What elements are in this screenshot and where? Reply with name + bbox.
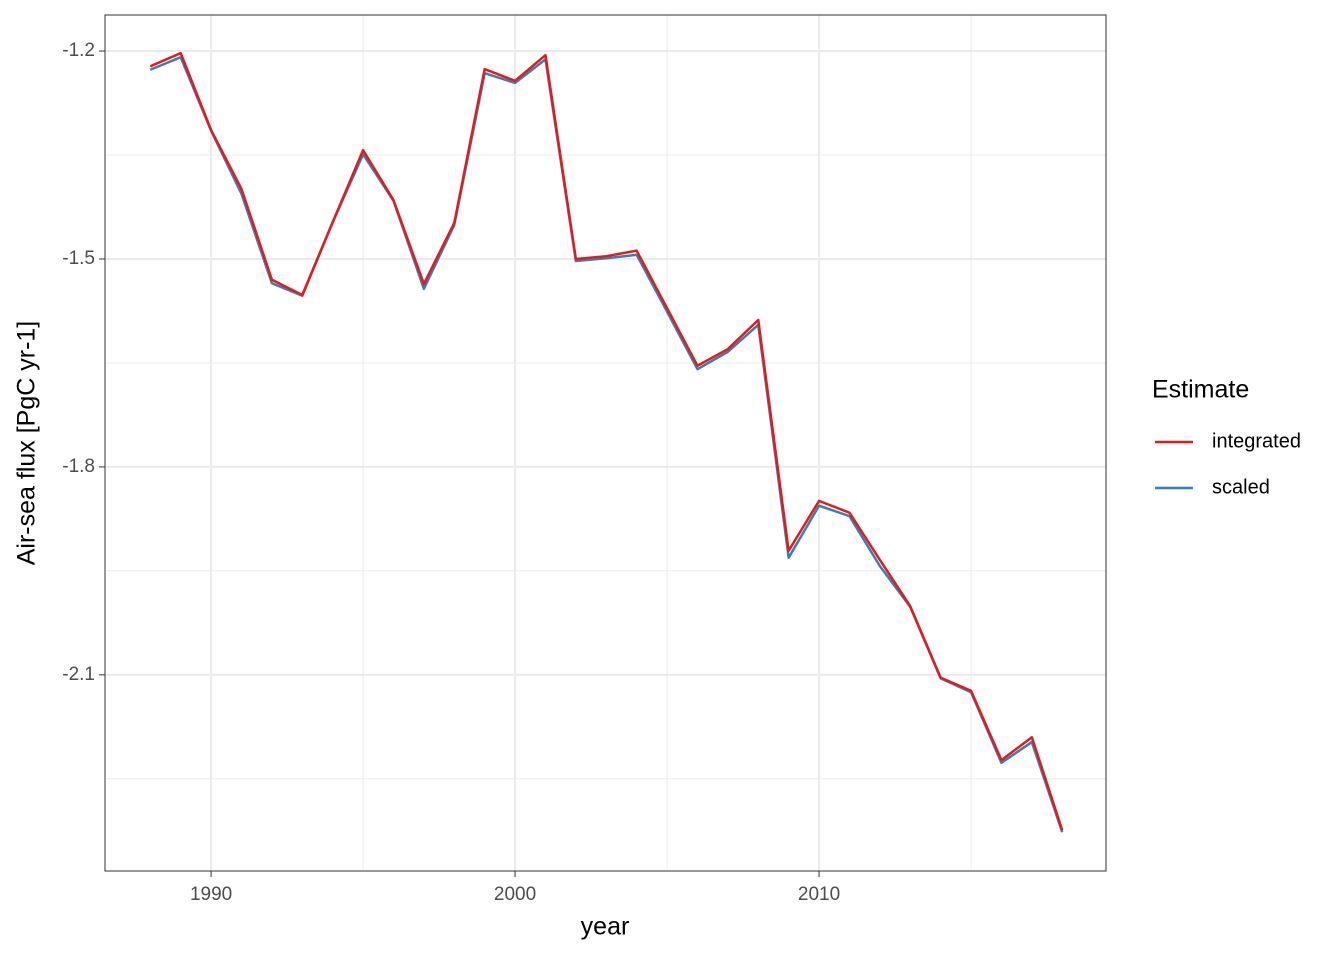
- legend-label: integrated: [1212, 430, 1301, 452]
- data-line: [149, 56, 1064, 833]
- y-tick-label: -1.8: [62, 456, 95, 477]
- y-tick-label: -1.5: [62, 248, 95, 269]
- panel-border: [104, 14, 1107, 872]
- legend-label: scaled: [1212, 476, 1270, 498]
- x-tick-label: 2000: [494, 884, 536, 905]
- data-line: [149, 51, 1064, 831]
- x-axis-label: year: [581, 913, 630, 941]
- y-tick-label: -1.2: [62, 40, 95, 61]
- y-axis-label: Air-sea flux [PgC yr-1]: [13, 321, 41, 566]
- x-tick-label: 1990: [190, 884, 232, 905]
- y-tick-label: -2.1: [62, 664, 95, 685]
- x-tick-label: 2010: [798, 884, 840, 905]
- legend-title: Estimate: [1152, 376, 1249, 404]
